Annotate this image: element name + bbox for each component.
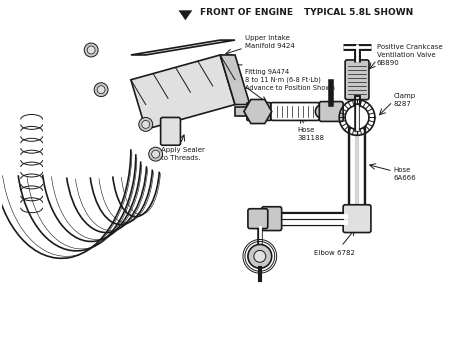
- FancyBboxPatch shape: [343, 205, 371, 232]
- Polygon shape: [244, 99, 272, 124]
- Polygon shape: [220, 55, 250, 105]
- Text: Apply Sealer
to Threads.: Apply Sealer to Threads.: [161, 147, 204, 161]
- Text: Fitting 9A474
8 to 11 N·m (6-8 Ft·Lb)
Advance to Position Shown: Fitting 9A474 8 to 11 N·m (6-8 Ft·Lb) Ad…: [245, 68, 335, 91]
- FancyBboxPatch shape: [161, 118, 181, 145]
- Circle shape: [254, 250, 266, 262]
- Text: Upper Intake
Manifold 9424: Upper Intake Manifold 9424: [245, 35, 295, 49]
- FancyBboxPatch shape: [319, 102, 343, 121]
- Polygon shape: [131, 55, 235, 129]
- Circle shape: [139, 118, 153, 131]
- Circle shape: [149, 147, 163, 161]
- Text: Clamp
8287: Clamp 8287: [394, 92, 416, 106]
- Circle shape: [248, 244, 272, 268]
- Circle shape: [345, 105, 369, 129]
- Text: Elbow 6782: Elbow 6782: [314, 250, 355, 257]
- Circle shape: [87, 46, 95, 54]
- FancyBboxPatch shape: [248, 209, 268, 229]
- FancyBboxPatch shape: [345, 60, 369, 99]
- Text: FRONT OF ENGINE: FRONT OF ENGINE: [201, 8, 293, 17]
- FancyBboxPatch shape: [235, 106, 249, 117]
- Circle shape: [97, 86, 105, 94]
- Polygon shape: [179, 10, 192, 20]
- Circle shape: [152, 150, 160, 158]
- FancyBboxPatch shape: [247, 103, 271, 120]
- Text: Hose
6A666: Hose 6A666: [394, 167, 417, 181]
- FancyBboxPatch shape: [262, 207, 282, 231]
- Circle shape: [315, 105, 329, 118]
- Circle shape: [94, 83, 108, 97]
- FancyBboxPatch shape: [271, 103, 319, 120]
- Text: TYPICAL 5.8L SHOWN: TYPICAL 5.8L SHOWN: [304, 8, 414, 17]
- Text: Positive Crankcase
Ventilation Valve
6B890: Positive Crankcase Ventilation Valve 6B8…: [377, 44, 443, 66]
- Polygon shape: [131, 40, 235, 55]
- Text: Hose
381188: Hose 381188: [298, 127, 325, 141]
- Circle shape: [84, 43, 98, 57]
- Circle shape: [142, 120, 150, 128]
